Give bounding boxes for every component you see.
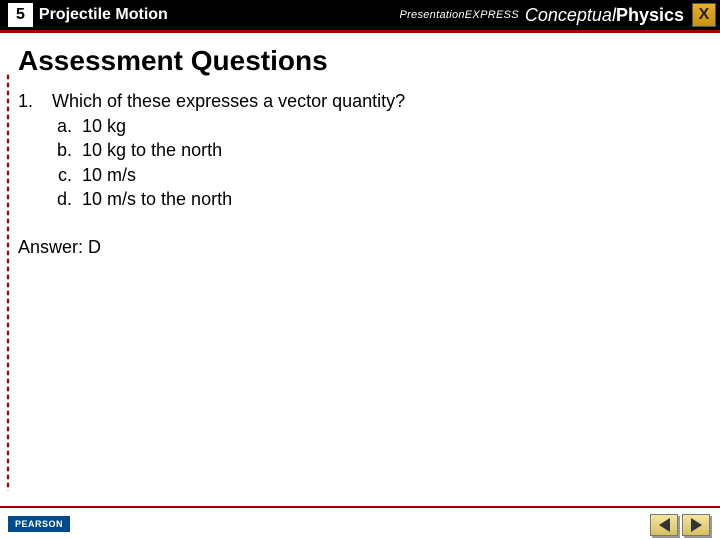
option-letter: a. [52, 114, 82, 138]
section-heading: Assessment Questions [18, 45, 702, 77]
close-icon: X [699, 6, 710, 24]
brand-book-italic: Conceptual [525, 5, 616, 25]
question-body: Which of these expresses a vector quanti… [52, 91, 405, 211]
chapter-title: Projectile Motion [39, 6, 168, 24]
option-text: 10 m/s to the north [82, 187, 232, 211]
brand-presentation-express: PresentationEXPRESS [399, 9, 518, 21]
option-letter: b. [52, 138, 82, 162]
next-button[interactable] [682, 514, 710, 536]
title-bar: 5 Projectile Motion PresentationEXPRESS … [0, 0, 720, 30]
option-text: 10 m/s [82, 163, 136, 187]
publisher-logo: PEARSON [8, 516, 70, 532]
dotted-left-border [6, 73, 10, 491]
question-block: 1. Which of these expresses a vector qua… [18, 91, 702, 211]
nav-controls [650, 514, 710, 536]
chevron-right-icon [691, 518, 702, 532]
question-text: Which of these expresses a vector quanti… [52, 91, 405, 112]
option-row: a. 10 kg [52, 114, 405, 138]
option-row: c. 10 m/s [52, 163, 405, 187]
options-list: a. 10 kg b. 10 kg to the north c. 10 m/s… [52, 114, 405, 211]
option-text: 10 kg [82, 114, 126, 138]
close-button[interactable]: X [692, 3, 716, 27]
option-letter: d. [52, 187, 82, 211]
brand-area: PresentationEXPRESS ConceptualPhysics [399, 0, 684, 30]
option-letter: c. [52, 163, 82, 187]
chapter-number-badge: 5 [8, 3, 33, 27]
chevron-left-icon [659, 518, 670, 532]
question-number: 1. [18, 91, 52, 211]
option-row: b. 10 kg to the north [52, 138, 405, 162]
footer-bar: PEARSON [0, 506, 720, 540]
brand-book-title: ConceptualPhysics [525, 5, 684, 26]
prev-button[interactable] [650, 514, 678, 536]
option-row: d. 10 m/s to the north [52, 187, 405, 211]
brand-book-bold: Physics [616, 5, 684, 25]
option-text: 10 kg to the north [82, 138, 222, 162]
answer-text: Answer: D [18, 237, 702, 258]
slide-content: Assessment Questions 1. Which of these e… [0, 33, 720, 501]
